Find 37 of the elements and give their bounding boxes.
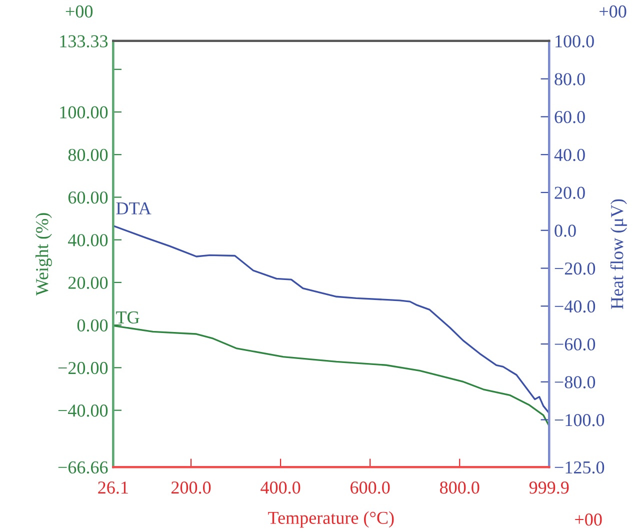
- annotation: TG: [116, 311, 140, 324]
- y-tick-label: 133.33: [60, 35, 108, 48]
- x-axis-title: Temperature (°C): [268, 511, 394, 528]
- y2-tick-label: 40.0: [554, 148, 585, 162]
- y2-tick-label: 0.0: [554, 224, 576, 237]
- y2-tick-label: −60.0: [554, 338, 596, 351]
- x-tick-label: 800.0: [440, 482, 480, 494]
- y-tick-label: 100.00: [60, 106, 108, 119]
- y-tick-label: −40.00: [58, 404, 108, 417]
- y-axis-title: Weight (%): [36, 213, 52, 296]
- y-tick-label: 60.00: [68, 191, 108, 204]
- y-tick-label: −20.00: [58, 362, 108, 374]
- y2-tick-label: −20.0: [554, 262, 596, 275]
- y2-tick-label: −100.0: [554, 414, 604, 426]
- text: +00: [575, 513, 602, 526]
- y-tick-label: 0.00: [77, 319, 108, 332]
- y2-tick-label: 20.0: [554, 186, 585, 199]
- y-tick-label: 80.00: [68, 148, 108, 162]
- y2-tick-label: 80.0: [554, 73, 585, 86]
- y2-tick-label: 100.0: [556, 35, 594, 48]
- y2-tick-label: −40.0: [554, 300, 596, 313]
- x-tick-label: 400.0: [260, 482, 300, 494]
- text: +00: [66, 5, 93, 18]
- x-tick-label: 999.9: [529, 482, 569, 494]
- line-series: [113, 224, 550, 414]
- x-tick-label: 200.0: [172, 482, 211, 494]
- y-tick-label: 20.00: [68, 276, 108, 289]
- y2-tick-label: 60.0: [554, 110, 585, 124]
- x-tick-label: 600.0: [350, 482, 390, 494]
- y-tick-label: 40.00: [68, 234, 108, 246]
- y2-axis-title: Heat flow (μV): [610, 199, 627, 309]
- y2-tick-label: −80.0: [554, 376, 596, 388]
- annotation: DTA: [116, 202, 152, 214]
- x-tick-label: 26.1: [98, 482, 128, 494]
- text: +00: [600, 5, 626, 18]
- y2-tick-label: −125.0: [554, 461, 604, 474]
- y-tick-label: −66.66: [58, 461, 108, 474]
